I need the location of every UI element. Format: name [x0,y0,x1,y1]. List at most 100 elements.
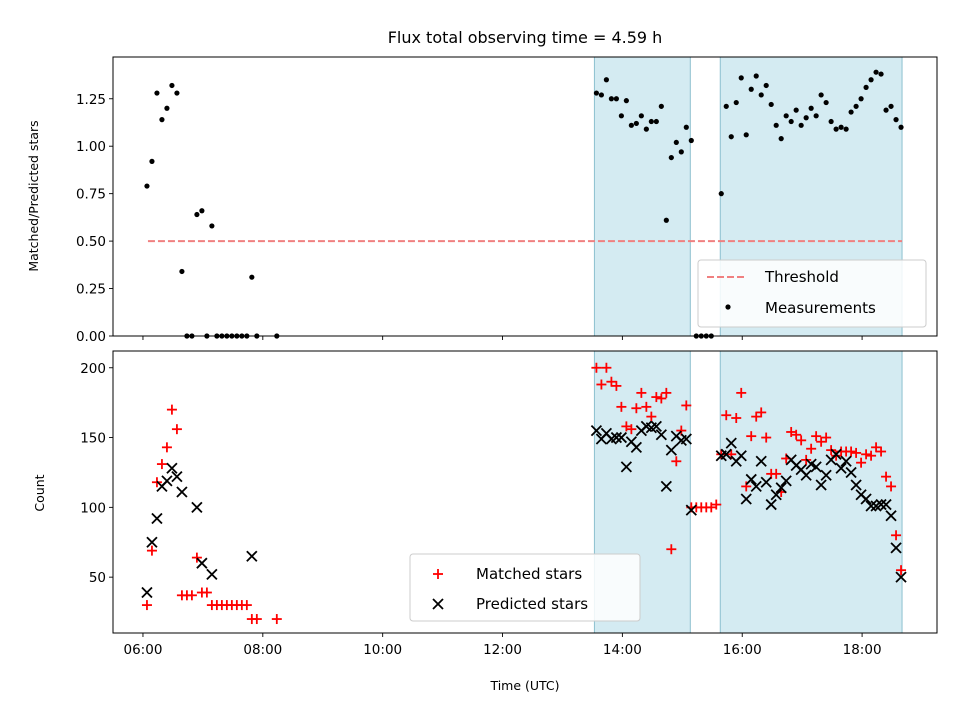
measurement-point [618,113,624,119]
cross-b [760,476,772,488]
predicted-star-point [860,493,872,505]
cross-b [830,448,842,460]
measurement-point [678,149,684,155]
measurement-point [179,268,185,275]
predicted-star-point [875,498,887,511]
matched-star-point [741,481,752,492]
predicted-star-point [840,455,852,467]
x-tick-label: 06:00 [124,642,163,658]
measurement-point [159,117,165,123]
bottom-y-axis-label: Count [32,474,47,511]
measurement-point [793,107,799,113]
top-axes-frame [112,56,938,337]
matched-star-point [806,443,817,454]
bottom-legend: Matched stars Predicted stars [409,553,641,622]
legend-predicted-label: Predicted stars [476,595,588,613]
y-tick-label: 200 [80,361,106,377]
matched-star-point [721,410,732,421]
matched-star-point [761,432,772,443]
predicted-star-point [725,437,737,449]
measurement-point [828,118,834,125]
cross-b [880,498,892,511]
cross-b [770,489,782,501]
measurement-point [763,82,769,89]
measurement-point [848,109,854,115]
shaded-interval [593,56,691,337]
bottom-axes-frame [112,350,938,634]
x-tick-label: 14:00 [603,642,642,658]
matched-star-point [611,380,622,391]
measurement-point [194,211,200,218]
predicted-star-point [745,473,757,486]
top-y-axis-label: Matched/Predicted stars [26,120,41,271]
predicted-star-point [770,489,782,501]
y-tick-label: 1.00 [76,139,106,155]
predicted-star-point [615,431,628,444]
cross-b [685,504,697,516]
measurement-point [898,124,904,130]
matched-star-point [636,387,647,398]
matched-star-point [891,530,902,541]
cross-b [610,431,623,444]
cross-b [660,480,672,493]
cross-b [820,469,832,481]
predicted-star-point [835,462,847,474]
cross-b [141,586,153,599]
predicted-star-point [196,557,208,569]
legend-predicted-swatch [432,598,444,610]
cross-b [146,536,158,548]
predicted-star-point [191,501,203,513]
cross-b [775,482,787,494]
cross-b [750,480,762,493]
measurement-point [768,101,774,108]
y-tick-label: 150 [80,431,106,447]
matched-star-point [661,387,672,398]
cross-b [740,493,752,505]
predicted-star-point [800,469,812,481]
matched-star-point [886,481,897,492]
matched-star-point [866,450,877,461]
measurement-point [813,113,819,119]
measurement-point [773,122,779,128]
predicted-star-point [845,466,857,479]
cross-b [850,479,862,491]
matched-star-point [756,407,767,418]
matched-star-point [851,447,862,458]
predicted-star-point [820,469,832,481]
matched-star-point [616,401,627,412]
measurement-point [803,115,809,121]
x-tick-label: 08:00 [243,642,282,658]
cross-b [860,493,872,505]
chart-title: Flux total observing time = 4.59 h [388,28,663,47]
measurement-point [154,90,160,96]
matched-star-point [666,544,677,555]
measurement-point [843,126,849,132]
cross-b [171,471,183,483]
cross-b [655,429,667,441]
cross-b [815,479,827,491]
predicted-star-point [750,480,762,493]
measurement-point [823,99,829,106]
predicted-star-point [610,431,623,444]
matched-star-point [746,431,757,442]
matched-star-point [171,424,182,435]
matched-star-point [716,449,727,460]
measurement-point [853,103,859,109]
legend-box [697,259,927,328]
measurement-point [893,117,899,123]
measurement-point [169,82,175,89]
measurement-point [743,132,749,138]
cross-b [780,475,792,487]
predicted-star-point [815,479,827,491]
predicted-star-point [206,568,218,581]
cross-b [590,424,603,437]
predicted-star-point [166,462,178,474]
y-tick-label: 0.00 [76,329,106,345]
measurement-point [733,99,739,106]
predicted-star-point [765,498,777,511]
matched-star-point [271,614,282,625]
cross-b [196,557,208,569]
legend-matched-swatch [433,569,443,579]
measurement-point [778,136,784,142]
